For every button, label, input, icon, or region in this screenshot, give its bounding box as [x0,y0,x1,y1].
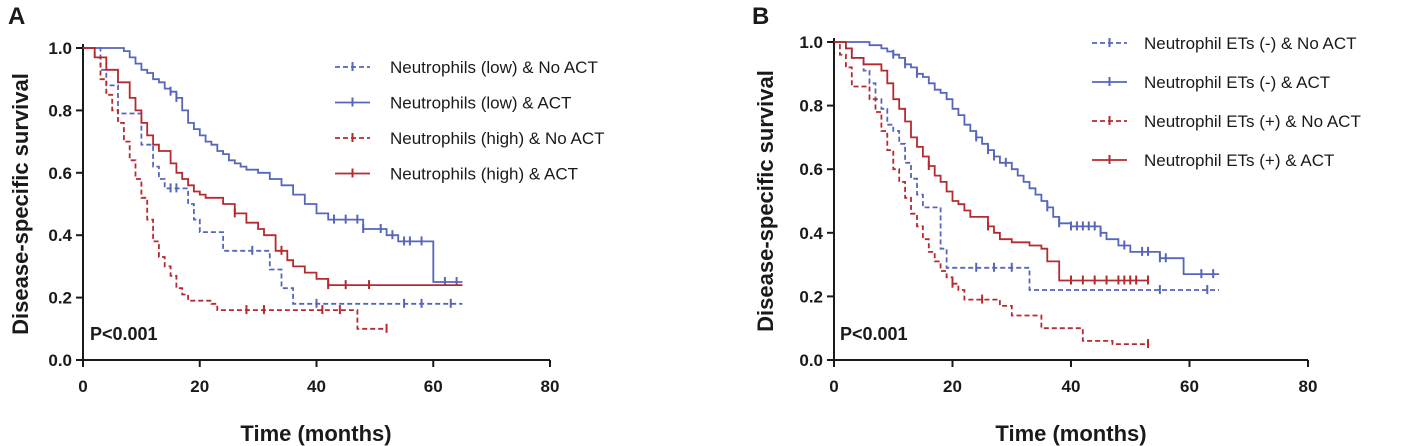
legend-label: Neutrophils (high) & ACT [390,165,578,184]
p-value-annotation: P<0.001 [840,324,908,344]
y-axis-title: Disease-specific survival [753,70,778,332]
x-tick-label: 20 [190,377,209,396]
y-tick-label: 1.0 [799,33,823,52]
km-series [834,41,1150,349]
panel-b: B 0.0 0.2 0.4 0.6 0.8 1.0 0 20 40 60 80 Time (months… [752,3,1361,446]
km-series [83,47,388,333]
km-curve [83,47,463,305]
x-tick-label: 80 [541,377,560,396]
x-axis-title: Time (months) [995,421,1146,446]
y-tick-label: 0.6 [799,160,823,179]
y-tick-label: 0.8 [48,101,72,120]
km-series [834,41,1220,295]
x-tick-label: 60 [1180,377,1199,396]
x-tick-label: 40 [307,377,326,396]
km-curve [834,41,1148,345]
y-tick-label: 0.4 [48,226,72,245]
legend-label: Neutrophils (high) & No ACT [390,129,604,148]
km-series [83,47,463,286]
y-tick-label: 0.0 [799,351,823,370]
p-value-annotation: P<0.001 [90,324,158,344]
y-axis-title: Disease-specific survival [8,73,33,335]
legend-label: Neutrophil ETs (-) & No ACT [1144,34,1357,53]
km-series [83,47,463,308]
x-tick-label: 60 [424,377,443,396]
legend-label: Neutrophils (low) & No ACT [390,58,598,77]
legend-label: Neutrophil ETs (+) & No ACT [1144,112,1361,131]
km-curve [83,47,387,330]
y-tick-label: 0.2 [799,287,823,306]
x-axis-title: Time (months) [240,421,391,446]
x-tick-label: 40 [1062,377,1081,396]
legend-label: Neutrophil ETs (+) & ACT [1144,151,1334,170]
panel-label: B [752,3,769,30]
km-curve [83,47,463,286]
y-tick-label: 0.8 [799,97,823,116]
y-tick-label: 0.0 [48,351,72,370]
y-tick-label: 0.6 [48,164,72,183]
y-tick-label: 1.0 [48,39,72,58]
km-series [834,41,1150,285]
panel-a: A 0.0 0.2 0.4 0.6 0.8 1.0 0 20 40 60 80 Time (months… [8,3,604,446]
km-curve [834,41,1220,291]
y-tick-label: 0.4 [799,224,823,243]
x-tick-label: 0 [78,377,87,396]
x-tick-label: 80 [1299,377,1318,396]
panel-label: A [8,3,25,30]
legend-label: Neutrophil ETs (-) & ACT [1144,73,1330,92]
km-series [83,47,463,290]
legend-label: Neutrophils (low) & ACT [390,94,571,113]
x-tick-label: 0 [829,377,838,396]
x-tick-label: 20 [943,377,962,396]
km-series [834,41,1220,279]
km-curve [834,41,1148,282]
y-tick-label: 0.2 [48,289,72,308]
km-curve [83,47,463,283]
